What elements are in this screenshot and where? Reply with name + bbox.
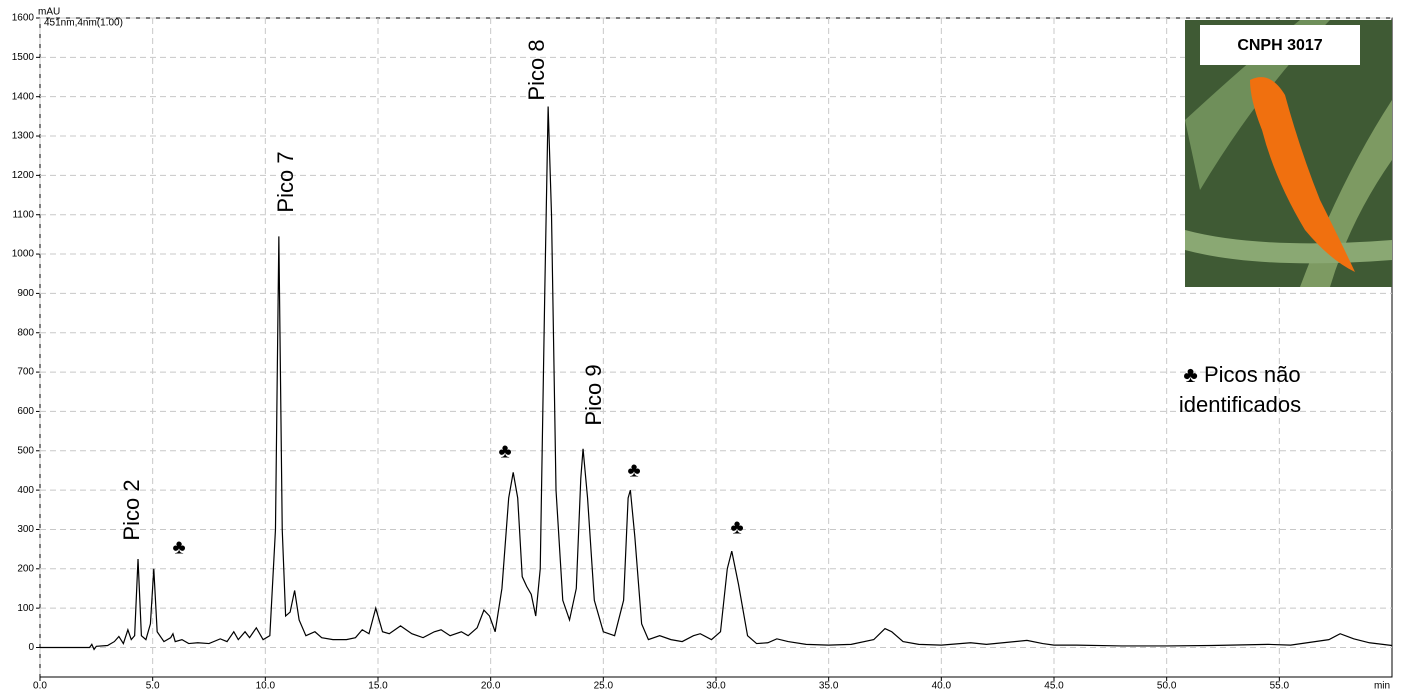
- inset-photo: CNPH 3017: [1185, 20, 1392, 287]
- peak-label: Pico 9: [581, 364, 606, 425]
- trace: [40, 106, 1393, 651]
- y-tick-label: 1200: [12, 170, 35, 181]
- y-tick-label: 1500: [12, 52, 35, 63]
- y-tick-label: 1100: [12, 209, 34, 220]
- y-tick-label: 1300: [12, 131, 35, 142]
- x-tick-label: 35.0: [819, 681, 839, 692]
- y-tick-label: 400: [17, 485, 34, 496]
- x-tick-label: 25.0: [594, 681, 614, 692]
- y-tick-label: 800: [17, 327, 34, 338]
- x-tick-label: 30.0: [706, 681, 726, 692]
- grid-layer: 0 100 200 300 400 500 600 700 800 900 1000 1100 1200…: [12, 13, 1392, 692]
- y-tick-label: 500: [17, 445, 34, 456]
- unidentified-marker: ♣: [730, 516, 743, 538]
- inset-label: CNPH 3017: [1237, 37, 1322, 54]
- y-tick-label: 900: [17, 288, 34, 299]
- peak-label: Pico 7: [273, 151, 298, 212]
- y-tick-label: 700: [17, 367, 34, 378]
- x-tick-label: 20.0: [481, 681, 501, 692]
- y-tick-label: 600: [17, 406, 34, 417]
- detector: 451nm,4nm(1.00): [44, 18, 123, 29]
- y-tick-label: 1600: [12, 13, 35, 24]
- unidentified-marker: ♣: [172, 536, 185, 558]
- legend-line: ♣ Picos não: [1183, 362, 1300, 387]
- x-tick-label: 50.0: [1157, 681, 1177, 692]
- y-tick-label: 200: [17, 563, 34, 574]
- x-tick-label: 55.0: [1270, 681, 1290, 692]
- y-unit: mAU: [38, 7, 60, 18]
- y-tick-label: 1000: [12, 249, 35, 260]
- x-tick-label: 0.0: [33, 681, 47, 692]
- y-tick-label: 0: [28, 642, 34, 653]
- y-tick-label: 1400: [12, 91, 35, 102]
- x-tick-label: 10.0: [256, 681, 276, 692]
- pepper: [1250, 77, 1355, 273]
- unidentified-marker: ♣: [627, 459, 640, 481]
- x-tick-label: 40.0: [932, 681, 952, 692]
- peak-label: Pico 2: [119, 479, 144, 540]
- peak-label: Pico 8: [524, 39, 549, 100]
- x-unit: min: [1374, 681, 1390, 692]
- leaf: [1185, 20, 1330, 190]
- y-tick-label: 300: [17, 524, 34, 535]
- unidentified-marker: ♣: [498, 440, 511, 462]
- y-tick-label: 100: [17, 603, 34, 614]
- x-tick-label: 15.0: [368, 681, 388, 692]
- x-tick-label: 5.0: [146, 681, 160, 692]
- legend-line: identificados: [1179, 392, 1301, 417]
- inset-label-box: [1200, 25, 1360, 65]
- x-tick-label: 45.0: [1044, 681, 1064, 692]
